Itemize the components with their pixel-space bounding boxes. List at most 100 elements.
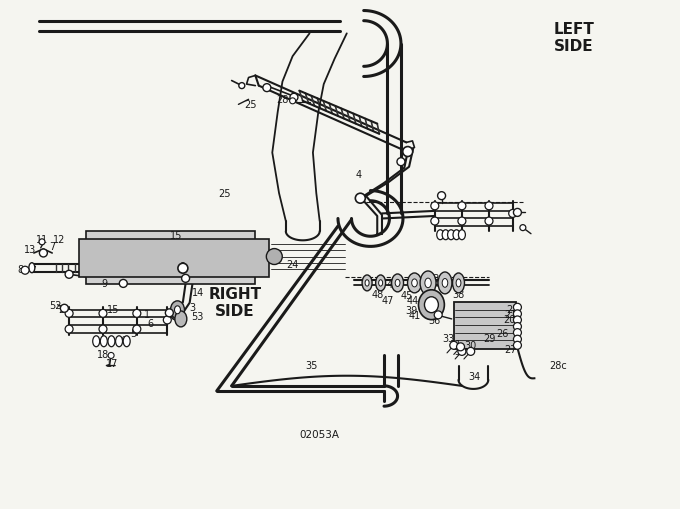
Text: 16: 16: [116, 335, 128, 346]
Circle shape: [513, 310, 522, 318]
Text: 24: 24: [286, 260, 299, 270]
Ellipse shape: [175, 306, 180, 314]
Circle shape: [61, 305, 69, 313]
Text: 15: 15: [107, 304, 119, 314]
Text: 29: 29: [483, 333, 495, 343]
Circle shape: [435, 312, 442, 319]
Ellipse shape: [365, 280, 369, 287]
Circle shape: [466, 348, 475, 356]
Text: 13: 13: [24, 244, 36, 254]
Text: 6: 6: [148, 318, 154, 328]
Ellipse shape: [175, 312, 187, 327]
Circle shape: [513, 342, 522, 350]
Circle shape: [239, 83, 245, 90]
Text: 31: 31: [449, 340, 461, 350]
Text: 19: 19: [425, 304, 437, 314]
Circle shape: [133, 310, 141, 318]
Circle shape: [513, 316, 522, 324]
Text: 9: 9: [101, 279, 107, 289]
Text: 52: 52: [50, 300, 62, 310]
Text: 27: 27: [505, 345, 517, 355]
Circle shape: [21, 267, 29, 275]
Circle shape: [458, 218, 466, 225]
Circle shape: [39, 239, 45, 245]
Text: 38: 38: [452, 289, 464, 299]
Text: 10: 10: [114, 249, 126, 260]
Text: 51: 51: [171, 308, 184, 318]
Text: 41: 41: [409, 310, 421, 320]
Circle shape: [456, 343, 464, 351]
Text: 4: 4: [376, 275, 382, 285]
Text: 25: 25: [219, 189, 231, 199]
Ellipse shape: [420, 271, 436, 295]
Circle shape: [513, 323, 522, 331]
Ellipse shape: [92, 336, 100, 347]
Ellipse shape: [29, 263, 35, 273]
Ellipse shape: [442, 279, 447, 288]
Circle shape: [449, 342, 458, 350]
Ellipse shape: [362, 275, 372, 291]
Ellipse shape: [180, 263, 186, 273]
Circle shape: [119, 280, 127, 288]
Ellipse shape: [438, 272, 452, 294]
Circle shape: [356, 194, 365, 204]
Circle shape: [520, 225, 526, 231]
Text: 26: 26: [496, 328, 509, 338]
Circle shape: [513, 209, 522, 217]
Circle shape: [485, 218, 493, 225]
Text: 28: 28: [276, 95, 288, 105]
Text: 28c: 28c: [549, 360, 567, 370]
Circle shape: [513, 304, 522, 312]
Circle shape: [431, 218, 439, 225]
Text: LEFT
SIDE: LEFT SIDE: [554, 22, 594, 54]
Text: 20: 20: [503, 314, 515, 324]
Ellipse shape: [458, 230, 465, 240]
Circle shape: [438, 192, 445, 200]
Circle shape: [513, 329, 522, 337]
Circle shape: [458, 203, 466, 210]
Text: 35: 35: [305, 360, 318, 370]
Ellipse shape: [263, 84, 271, 93]
Text: 2: 2: [58, 304, 64, 314]
Text: 1: 1: [144, 309, 150, 319]
Circle shape: [403, 147, 413, 157]
Circle shape: [99, 325, 107, 333]
Circle shape: [39, 249, 48, 258]
Bar: [80, 239, 269, 277]
Text: 18: 18: [97, 350, 109, 360]
Bar: [86, 232, 256, 285]
Ellipse shape: [424, 297, 439, 313]
Text: 48: 48: [371, 289, 384, 299]
Ellipse shape: [101, 336, 107, 347]
Text: 33: 33: [442, 333, 454, 343]
Text: 14: 14: [192, 288, 204, 297]
Ellipse shape: [447, 230, 454, 240]
Ellipse shape: [395, 280, 400, 287]
Text: 53: 53: [192, 312, 204, 321]
Circle shape: [431, 203, 439, 210]
Bar: [454, 302, 516, 350]
Ellipse shape: [407, 273, 422, 293]
Text: 4: 4: [356, 169, 362, 180]
Text: 22: 22: [507, 304, 519, 314]
Ellipse shape: [452, 273, 464, 293]
Ellipse shape: [267, 249, 282, 265]
Text: 46: 46: [387, 280, 399, 290]
Text: 37: 37: [259, 252, 272, 262]
Ellipse shape: [456, 279, 461, 287]
Text: 39: 39: [405, 305, 418, 315]
Text: 15: 15: [170, 230, 182, 240]
Circle shape: [163, 316, 171, 324]
Circle shape: [65, 310, 73, 318]
Text: 49: 49: [185, 269, 197, 279]
Circle shape: [171, 310, 181, 320]
Text: 42: 42: [422, 289, 435, 299]
Text: 8: 8: [17, 265, 23, 275]
Text: 12: 12: [53, 234, 65, 244]
Ellipse shape: [411, 279, 418, 287]
Text: 47: 47: [381, 295, 394, 305]
Ellipse shape: [418, 290, 444, 320]
Text: 7: 7: [49, 242, 55, 252]
Text: 17: 17: [105, 358, 118, 369]
Circle shape: [485, 203, 493, 210]
